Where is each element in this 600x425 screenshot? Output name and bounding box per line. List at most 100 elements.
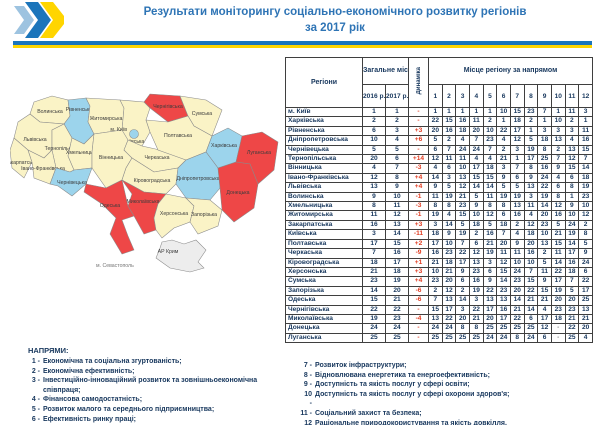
direction-rank-cell: 5	[428, 135, 443, 146]
map-region-label-chernivtsi: Чернівецька	[57, 180, 87, 186]
direction-rank-cell: 20	[428, 125, 443, 137]
direction-col-header: 4	[468, 84, 484, 108]
direction-rank-cell: 22	[428, 116, 443, 127]
direction-rank-cell: 5	[455, 219, 470, 231]
rank-2016-cell: 11	[362, 210, 386, 221]
legend-item: 11 - Соціальний захист та безпека;	[300, 409, 595, 419]
direction-rank-cell: 14	[523, 304, 539, 315]
direction-rank-cell: 17	[482, 304, 498, 315]
direction-rank-cell: 1	[509, 154, 525, 165]
direction-rank-cell: 2	[578, 219, 594, 231]
legend-item: 5 - Розвиток малого та середнього підприє…	[28, 405, 283, 415]
dynamics-cell: -3	[408, 163, 429, 174]
direction-rank-cell: 24	[578, 257, 594, 268]
direction-rank-cell: 6	[523, 313, 539, 325]
direction-rank-cell: 23	[441, 248, 457, 259]
legend-item-text: Соціальний захист та безпека;	[315, 409, 422, 417]
direction-rank-cell: 20	[509, 285, 525, 297]
direction-rank-cell: 22	[578, 276, 594, 287]
dynamics-cell: -6	[408, 295, 429, 306]
direction-rank-cell: 5	[441, 182, 457, 193]
direction-rank-cell: 2	[496, 144, 511, 156]
direction-rank-cell: 23	[578, 191, 594, 203]
table-row: Чернігівська 22 22-15 17 3 22 17 16 21 14 4 23 23 13	[285, 304, 594, 315]
rank-2016-cell: 13	[362, 182, 386, 193]
direction-rank-cell: 1	[578, 116, 594, 127]
direction-rank-cell: 17	[578, 285, 594, 297]
direction-rank-cell: 19	[468, 285, 484, 297]
legend-item-text: Економічна ефективність;	[43, 367, 135, 375]
dynamics-cell: +3	[408, 219, 429, 231]
rank-2017-cell: 25	[385, 332, 409, 344]
direction-rank-cell: 19	[537, 191, 552, 203]
map-region-label-crimea: АР Крим	[158, 249, 179, 255]
direction-rank-cell: 14	[441, 219, 457, 231]
direction-rank-cell: 2	[455, 285, 470, 297]
direction-rank-cell: 5	[482, 219, 498, 231]
legend-item-number: 7 -	[303, 362, 312, 369]
rank-2017-cell: 9	[385, 182, 409, 193]
map-region-label-sumy: Сумська	[192, 111, 213, 117]
legend-item-text: Раціональне природокористування та якіст…	[315, 419, 507, 425]
rank-2016-cell: 25	[362, 332, 386, 344]
map-kyiv-city-label: м. Київ	[110, 127, 127, 133]
rank-2017-cell: 13	[385, 219, 409, 231]
direction-rank-cell: 3	[578, 106, 594, 118]
table-row: Волинська 9 10 -1 11 19 21 5 11 19 19 3 19 8 1 23	[285, 191, 594, 203]
region-name-cell: Львівська	[285, 182, 363, 193]
direction-rank-cell: 22	[496, 125, 511, 137]
region-name-cell: Закарпатська	[285, 219, 363, 231]
direction-rank-cell: -	[550, 332, 566, 344]
direction-rank-cell: 25	[564, 332, 580, 344]
direction-rank-cell: 4	[509, 229, 525, 240]
map-region-label-kharkiv: Харківська	[211, 143, 237, 149]
direction-rank-cell: 3	[441, 172, 457, 184]
region-name-cell: Київська	[285, 229, 363, 240]
direction-col-header: 3	[455, 84, 470, 108]
rank-2016-cell: 14	[362, 285, 386, 297]
direction-rank-cell: 21	[537, 295, 552, 306]
table-row: Київська 3 14 -11 18 9 19 2 16 7 4 18 10 21 19 8	[285, 229, 594, 240]
region-name-cell: Черкаська	[285, 248, 363, 259]
direction-rank-cell: 24	[468, 144, 484, 156]
direction-rank-cell: 14	[509, 295, 525, 306]
map-region-label-cherkasy: Черкаська	[144, 155, 169, 161]
direction-rank-cell: 25	[441, 332, 457, 344]
rank-2017-cell: 23	[385, 313, 409, 325]
direction-col-header: 12	[578, 84, 594, 108]
table-row: Дніпропетровська 10 4 +6 5 2 4 7 23 4 12 5 18 13 4 16	[285, 135, 594, 146]
direction-rank-cell: 18	[496, 219, 511, 231]
direction-rank-cell: -	[550, 323, 566, 334]
legend-item-number: 9 -	[303, 381, 312, 389]
direction-rank-cell: 3	[523, 191, 539, 203]
direction-rank-cell: 4	[523, 210, 539, 221]
rank-2016-cell: 1	[362, 106, 386, 118]
map-kyiv-city-marker	[129, 129, 139, 139]
direction-rank-cell: 16	[482, 229, 498, 240]
direction-rank-cell: 3	[482, 257, 498, 268]
direction-rank-cell: 20	[523, 238, 539, 250]
direction-rank-cell: 11	[496, 248, 511, 259]
rank-2016-cell: 7	[362, 248, 386, 259]
legend-item-text: Доступність та якість послуг у сфері охо…	[315, 390, 510, 398]
legend-item-text: Розвиток інфраструктури;	[315, 362, 407, 369]
legend-item-number: 1 -	[31, 358, 40, 365]
direction-rank-cell: 9	[550, 163, 566, 174]
dynamics-cell: -11	[408, 229, 429, 240]
direction-rank-cell: 24	[509, 266, 525, 278]
direction-rank-cell: 21	[468, 313, 484, 325]
direction-rank-cell: 13	[455, 172, 470, 184]
direction-col-header: 11	[564, 84, 580, 108]
direction-rank-cell: 21	[482, 238, 498, 250]
direction-rank-cell: 22	[523, 285, 539, 297]
legend-item-number: 2 -	[31, 367, 40, 375]
direction-rank-cell: 3	[428, 219, 443, 231]
dynamics-cell: -4	[408, 313, 429, 325]
direction-rank-cell: 10	[509, 257, 525, 268]
direction-rank-cell: 4	[428, 163, 443, 174]
region-name-cell: Кіровоградська	[285, 257, 363, 268]
direction-rank-cell: 15	[441, 116, 457, 127]
legend-item-number: 8 -	[303, 371, 312, 379]
table-row: Миколаївська 19 23 -4 13 22 20 21 20 17 22 6 17 18 21 2…	[285, 313, 594, 325]
direction-rank-cell: 20	[496, 238, 511, 250]
